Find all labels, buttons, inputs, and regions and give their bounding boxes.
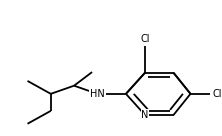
Text: HN: HN bbox=[90, 89, 105, 99]
Text: N: N bbox=[141, 110, 149, 120]
Text: Cl: Cl bbox=[213, 89, 222, 99]
Text: Cl: Cl bbox=[140, 33, 150, 44]
